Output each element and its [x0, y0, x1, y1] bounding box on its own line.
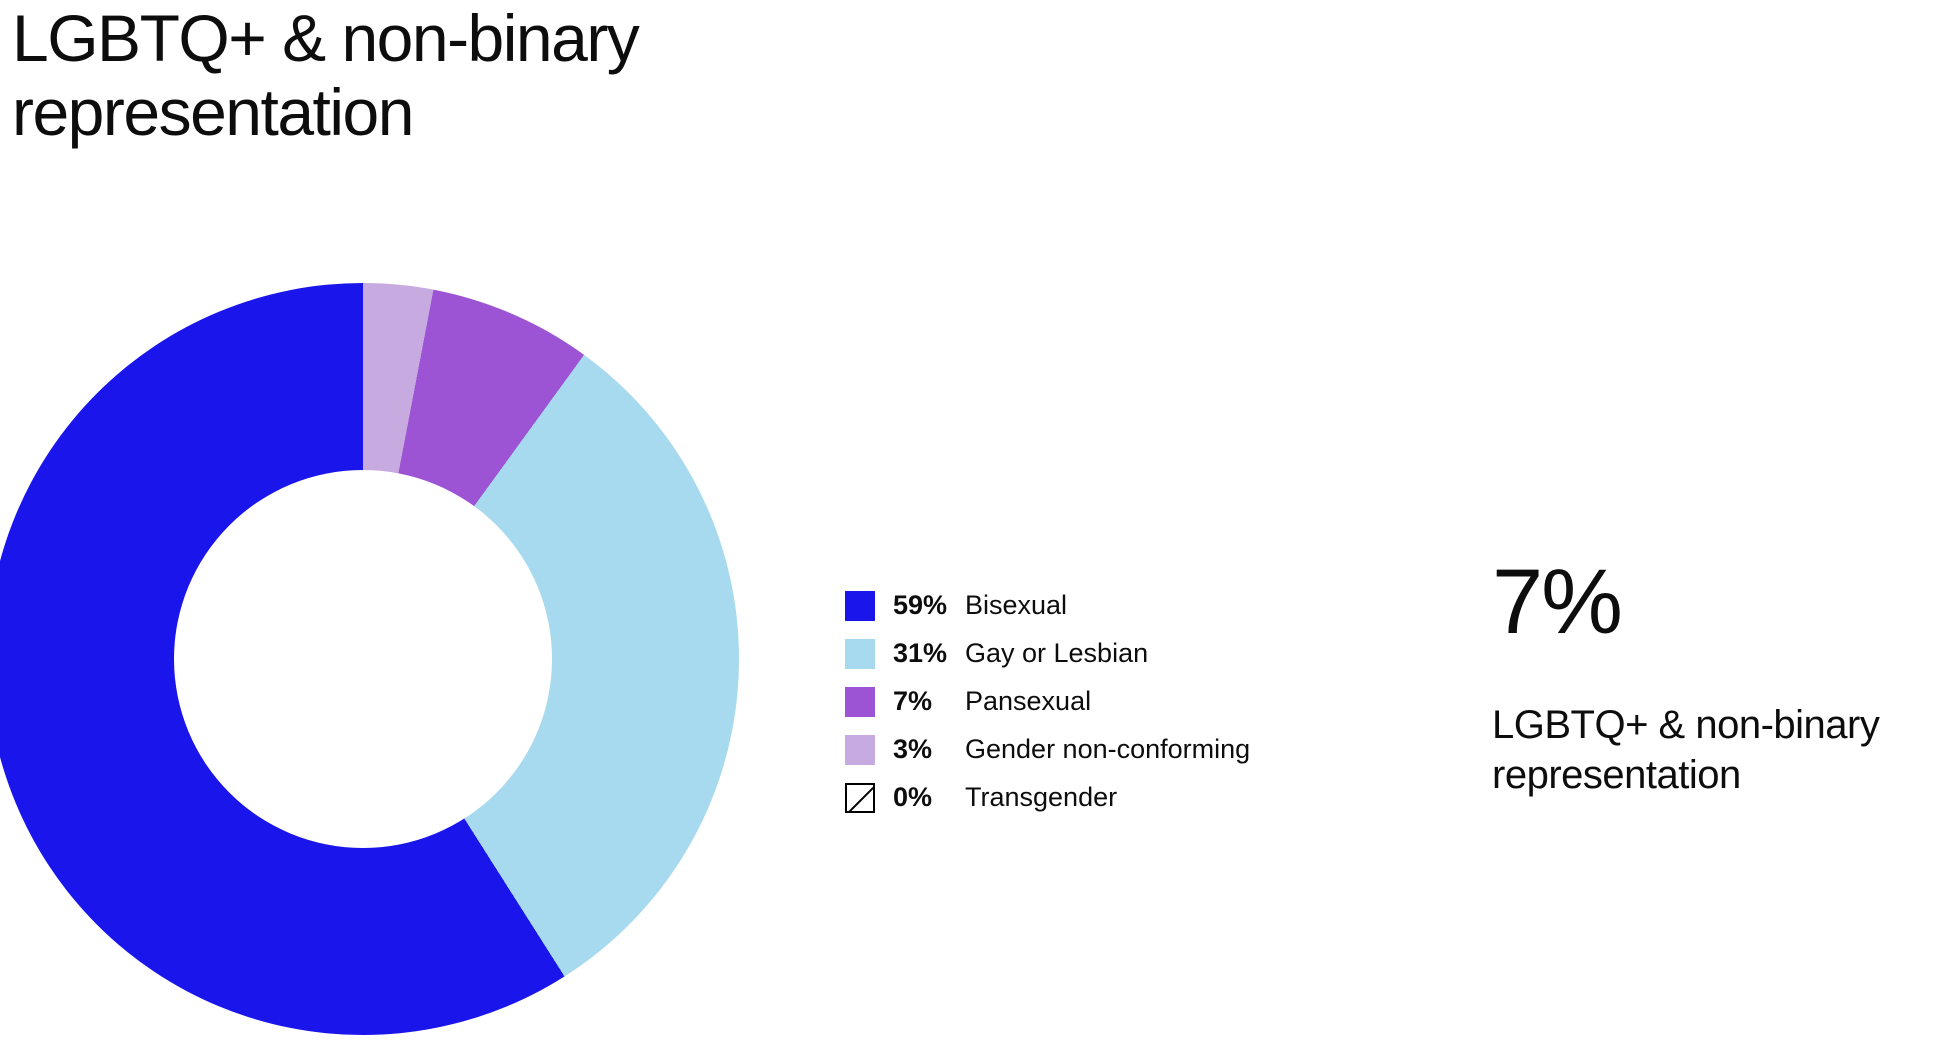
donut-chart-hole [174, 470, 552, 848]
page-title-line2: representation [12, 74, 414, 149]
legend-swatch-pansexual [845, 686, 875, 717]
legend: 59% Bisexual 31% Gay or Lesbian 7% Pansexual 3… [845, 590, 1250, 813]
donut-chart-wrapper [0, 283, 739, 1035]
legend-item-transgender: 0% Transgender [845, 782, 1250, 813]
legend-percent-gender-non-conforming: 3% [893, 734, 933, 764]
legend-label-gender-non-conforming: Gender non-conforming [965, 734, 1251, 764]
legend-swatch-gay-or-lesbian [845, 638, 875, 669]
highlight-stat: 7% LGBTQ+ & non-binary representation [1492, 556, 1948, 800]
legend-percent-bisexual: 59% [893, 590, 948, 620]
legend-item-bisexual: 59% Bisexual [845, 590, 1250, 621]
legend-swatch-bisexual [845, 590, 875, 621]
legend-percent-transgender: 0% [893, 782, 933, 812]
legend-item-gay-or-lesbian: 31% Gay or Lesbian [845, 638, 1250, 669]
legend-item-pansexual: 7% Pansexual [845, 686, 1250, 717]
legend-label-bisexual: Bisexual [965, 590, 1068, 620]
legend-label-pansexual: Pansexual [965, 686, 1092, 716]
legend-item-gender-non-conforming: 3% Gender non-conforming [845, 734, 1250, 765]
page-title: LGBTQ+ & non-binary representation [12, 1, 640, 150]
legend-label-transgender: Transgender [965, 782, 1118, 812]
legend-percent-gay-or-lesbian: 31% [893, 638, 948, 668]
legend-percent-pansexual: 7% [893, 686, 933, 716]
highlight-stat-value: 7% [1492, 551, 1623, 653]
legend-swatch-gender-non-conforming [845, 734, 875, 765]
highlight-stat-label-line1: LGBTQ+ & non-binary [1492, 703, 1880, 747]
legend-swatch-transgender [845, 782, 875, 813]
highlight-stat-label: LGBTQ+ & non-binary representation [1492, 700, 1948, 800]
page-title-line1: LGBTQ+ & non-binary [12, 1, 640, 75]
legend-label-gay-or-lesbian: Gay or Lesbian [965, 638, 1149, 668]
highlight-stat-label-line2: representation [1492, 753, 1741, 797]
